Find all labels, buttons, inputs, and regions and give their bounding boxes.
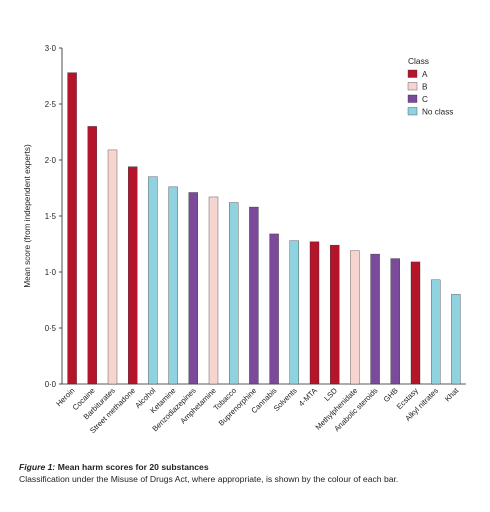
x-tick-label: 4-MTA (297, 385, 320, 408)
y-tick-label: 3·0 (45, 44, 57, 53)
legend-label: B (422, 83, 428, 92)
x-tick-label: Khat (443, 385, 461, 403)
legend-label: No class (422, 108, 453, 117)
bar (410, 261, 421, 385)
bar (128, 166, 138, 385)
bar (269, 233, 279, 385)
legend-title: Class (408, 56, 429, 66)
y-tick-label: 2·0 (45, 156, 57, 165)
bar (431, 279, 441, 385)
bar (87, 126, 97, 385)
y-tick-label: 2·5 (45, 100, 57, 109)
figure-caption-description: Classification under the Misuse of Drugs… (19, 474, 399, 484)
figure-caption-heading: Mean harm scores for 20 substances (57, 462, 209, 472)
bar (330, 244, 340, 385)
bar (67, 72, 77, 385)
legend-swatch (407, 94, 418, 103)
bar (107, 149, 118, 385)
y-tick-label: 1·0 (45, 268, 57, 277)
bar (208, 196, 219, 385)
legend-label: A (422, 70, 428, 79)
bar (188, 192, 198, 385)
y-axis: 0·0 0·5 1·0 1·5 2·0 2·5 3·0 Mean score (from i… (23, 44, 63, 389)
bar-chart: 0·0 0·5 1·0 1·5 2·0 2·5 3·0 Mean score (from i… (23, 44, 466, 435)
y-tick-label: 1·5 (45, 212, 57, 221)
figure-caption-label: Figure 1: (19, 462, 56, 472)
figure-caption-title: Figure 1: Mean harm scores for 20 substa… (19, 462, 480, 473)
bar (168, 186, 178, 385)
bars-group (67, 72, 461, 385)
legend: Class ABC No class (407, 56, 453, 117)
legend-swatch (407, 107, 418, 116)
y-axis-title: Mean score (from independent experts) (23, 144, 32, 288)
bar (229, 202, 239, 385)
bar (148, 176, 158, 385)
bar (390, 258, 400, 385)
bar (370, 253, 380, 385)
x-tick-label: LSD (322, 386, 339, 403)
legend-label: C (422, 95, 428, 104)
bar (289, 240, 299, 385)
y-tick-label: 0·5 (45, 324, 57, 333)
legend-swatch (407, 82, 418, 91)
bar (309, 241, 320, 385)
y-tick-label: 0·0 (45, 380, 57, 389)
bar (249, 206, 259, 385)
bar (350, 250, 360, 385)
legend-swatch (407, 69, 418, 78)
bar (451, 294, 461, 385)
